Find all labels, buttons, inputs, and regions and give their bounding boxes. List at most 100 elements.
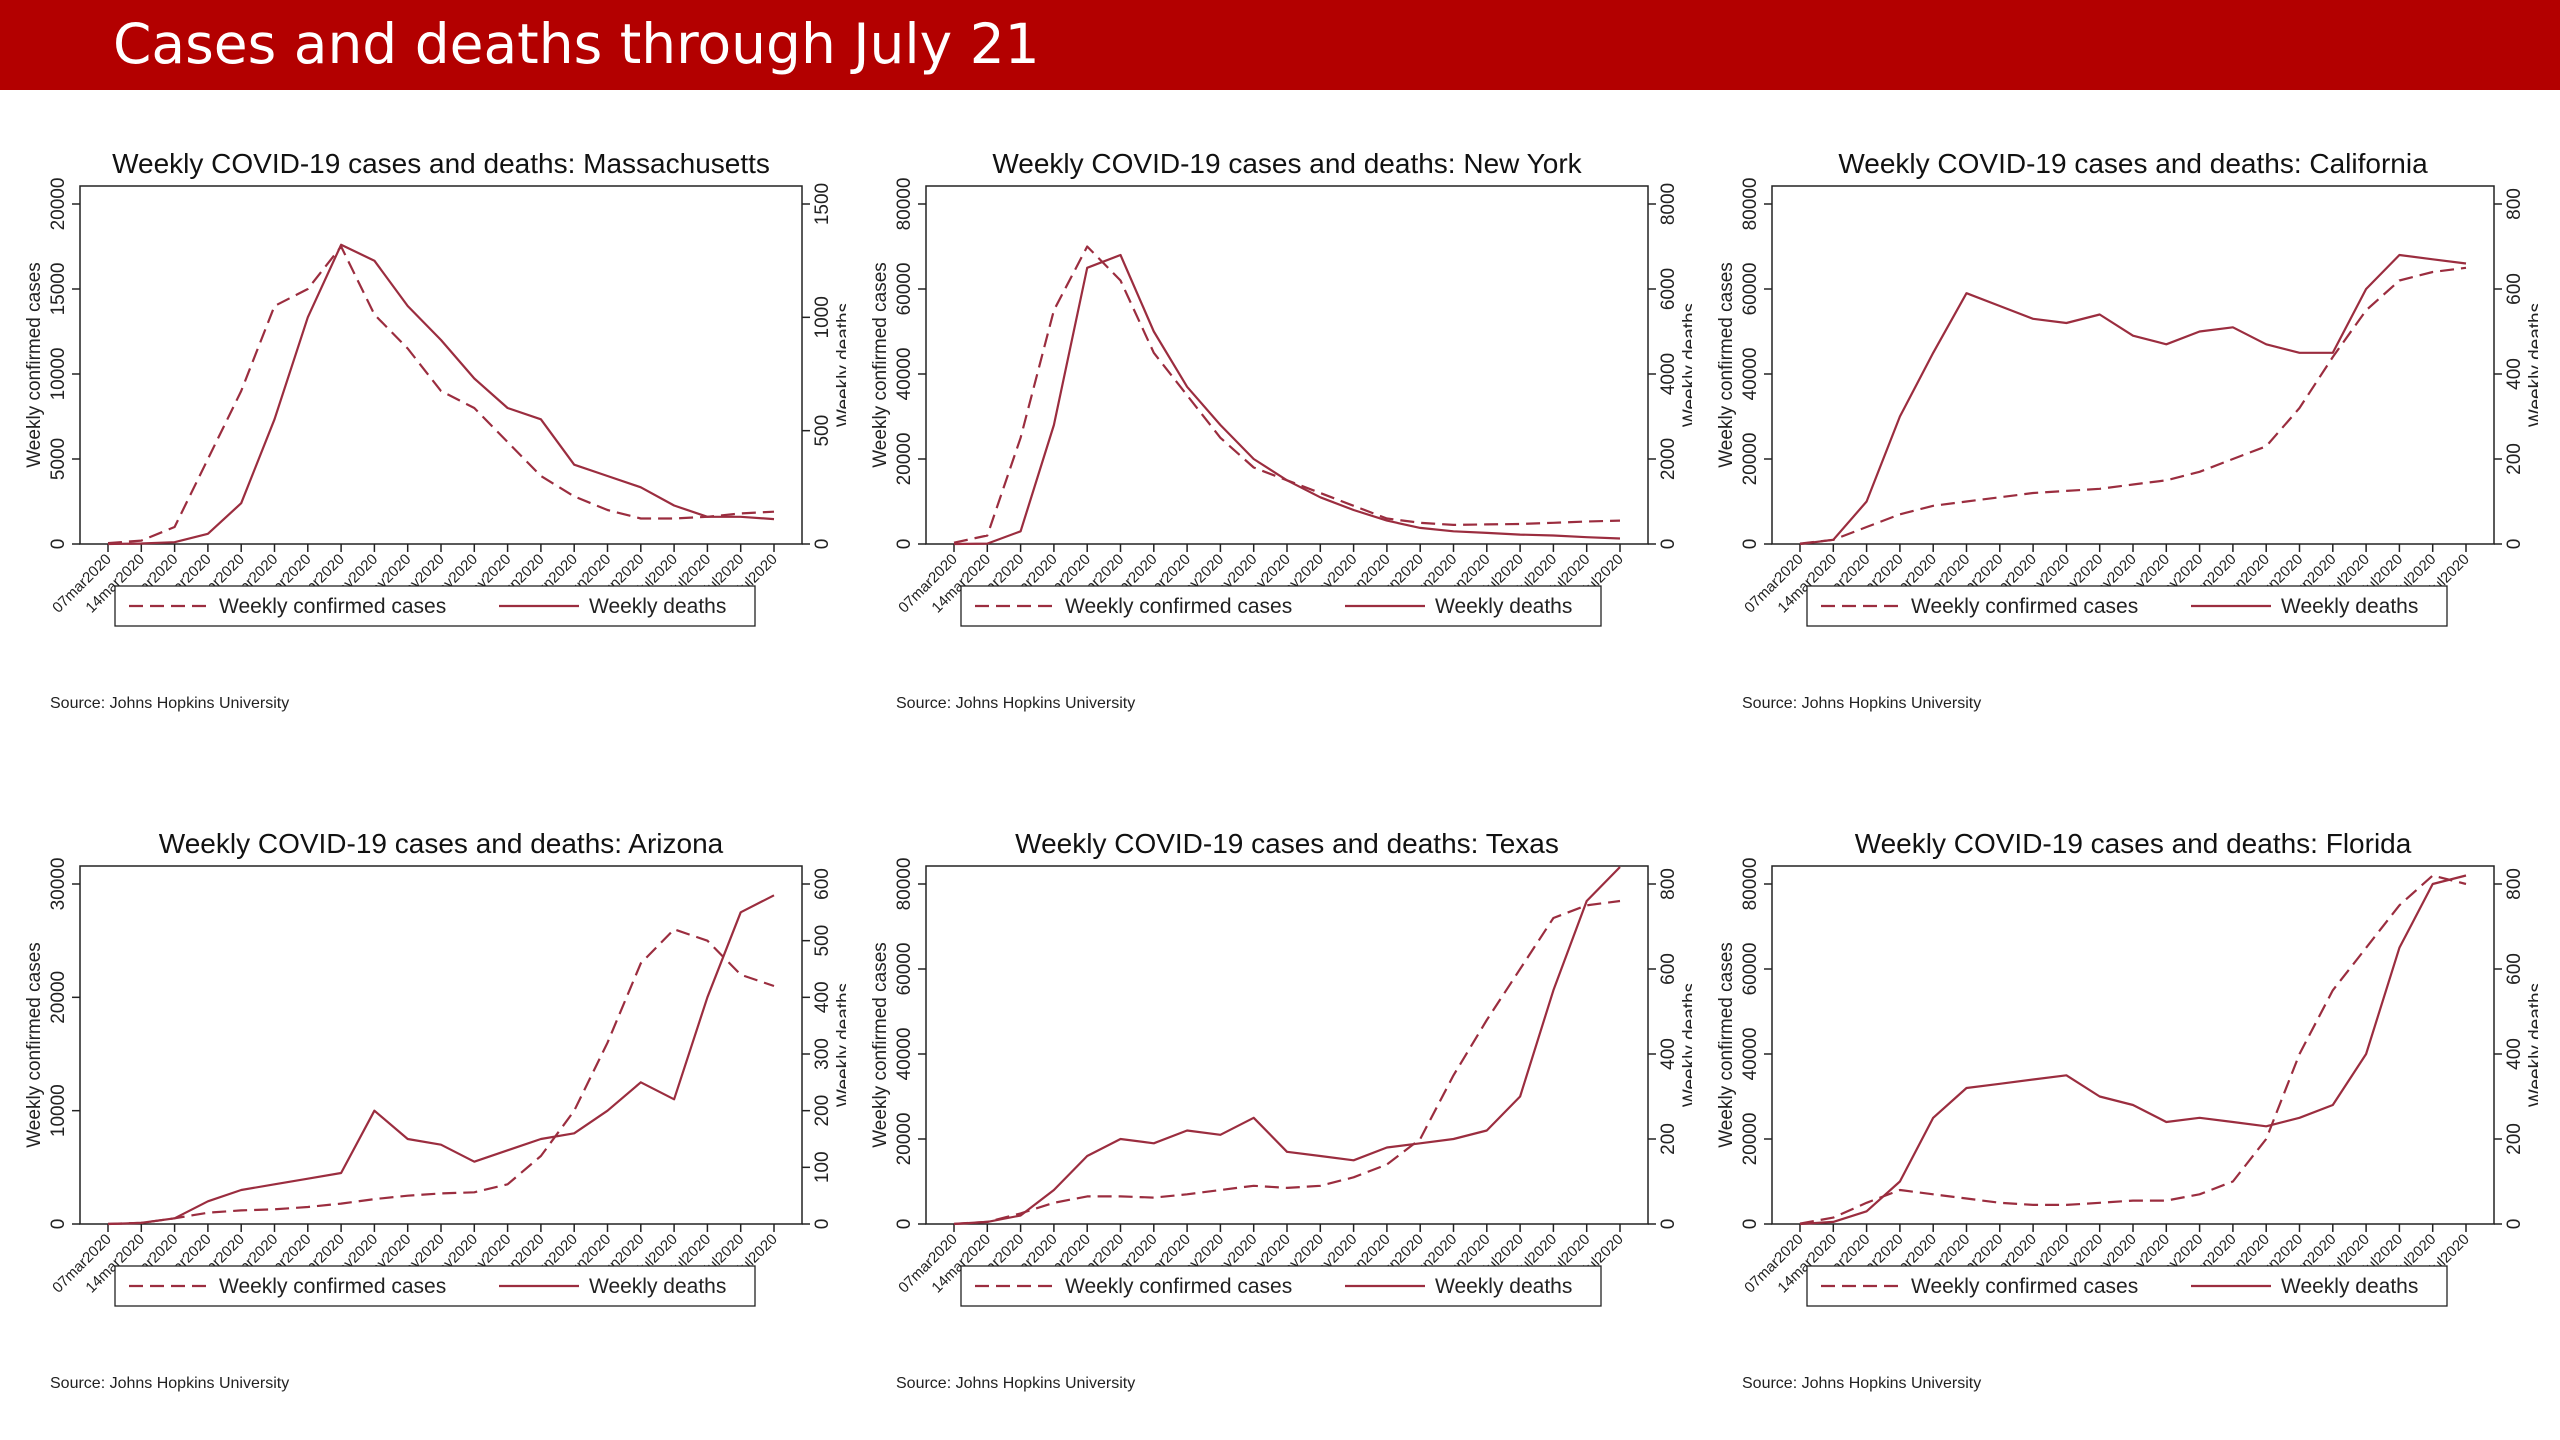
chart-panel-florida: Weekly COVID-19 cases and deaths: Florid… bbox=[1712, 820, 2538, 1420]
legend-deaths-label: Weekly deaths bbox=[2281, 595, 2418, 618]
y-tick-label: 20000 bbox=[48, 971, 69, 1024]
legend-box bbox=[114, 1265, 756, 1307]
chart-panel-texas: Weekly COVID-19 cases and deaths: Texas 0… bbox=[866, 820, 1692, 1420]
chart-title: Weekly COVID-19 cases and deaths: Arizon… bbox=[159, 828, 724, 859]
legend-cases-label: Weekly confirmed cases bbox=[1911, 1275, 2138, 1298]
y-right-axis-label: Weekly deaths bbox=[834, 983, 846, 1107]
y-tick-label: 20000 bbox=[1740, 433, 1761, 486]
y-tick-label: 5000 bbox=[48, 438, 69, 480]
y-axis-label: Weekly confirmed cases bbox=[1716, 262, 1737, 468]
y-right-tick-label: 600 bbox=[2504, 273, 2525, 305]
chart-arizona: Weekly COVID-19 cases and deaths: Arizon… bbox=[24, 828, 846, 1307]
series-cases-line bbox=[953, 899, 1621, 1225]
y-tick-label: 0 bbox=[1740, 1219, 1761, 1230]
source-note: Source: Johns Hopkins University bbox=[50, 695, 290, 712]
source-note: Source: Johns Hopkins University bbox=[1742, 1375, 1982, 1392]
y-right-axis-label: Weekly deaths bbox=[2526, 303, 2538, 427]
y-tick-label: 30000 bbox=[48, 858, 69, 911]
y-right-tick-label: 200 bbox=[812, 1095, 833, 1127]
series-cases-line bbox=[1799, 266, 2467, 545]
source-note: Source: Johns Hopkins University bbox=[50, 1375, 290, 1392]
y-axis-label: Weekly confirmed cases bbox=[1716, 942, 1737, 1148]
y-right-tick-label: 2000 bbox=[1658, 438, 1679, 480]
y-tick-label: 80000 bbox=[894, 858, 915, 911]
chart-title: Weekly COVID-19 cases and deaths: New Yo… bbox=[992, 148, 1582, 179]
y-right-tick-label: 100 bbox=[812, 1151, 833, 1183]
y-tick-label: 20000 bbox=[894, 433, 915, 486]
y-right-axis-label: Weekly deaths bbox=[834, 303, 846, 427]
series-deaths-line bbox=[107, 243, 775, 546]
y-tick-label: 40000 bbox=[1740, 1028, 1761, 1081]
y-right-tick-label: 6000 bbox=[1658, 268, 1679, 310]
legend-cases-label: Weekly confirmed cases bbox=[219, 1275, 446, 1298]
series-deaths-line bbox=[1799, 253, 2467, 546]
y-right-tick-label: 0 bbox=[1658, 1219, 1679, 1230]
y-right-tick-label: 800 bbox=[2504, 188, 2525, 220]
y-tick-label: 20000 bbox=[1740, 1113, 1761, 1166]
y-right-tick-label: 0 bbox=[812, 1219, 833, 1230]
y-right-tick-label: 400 bbox=[812, 981, 833, 1013]
plot-frame bbox=[1771, 185, 2495, 545]
series-deaths-line bbox=[107, 894, 775, 1226]
y-tick-label: 10000 bbox=[48, 1084, 69, 1137]
y-right-tick-label: 4000 bbox=[1658, 353, 1679, 395]
chart-california: Weekly COVID-19 cases and deaths: Califo… bbox=[1716, 148, 2538, 627]
y-right-tick-label: 400 bbox=[2504, 1038, 2525, 1070]
y-right-axis-label: Weekly deaths bbox=[2526, 983, 2538, 1107]
plot-frame bbox=[79, 185, 803, 545]
y-right-tick-label: 500 bbox=[812, 415, 833, 447]
chart-panel-massachusetts: Weekly COVID-19 cases and deaths: Massac… bbox=[20, 140, 846, 740]
y-right-tick-label: 0 bbox=[1658, 539, 1679, 550]
y-axis-label: Weekly confirmed cases bbox=[870, 942, 891, 1148]
y-right-axis-label: Weekly deaths bbox=[1680, 983, 1692, 1107]
y-right-tick-label: 1500 bbox=[812, 183, 833, 225]
y-right-tick-label: 200 bbox=[2504, 1123, 2525, 1155]
y-axis-label: Weekly confirmed cases bbox=[24, 942, 45, 1148]
y-right-axis-label: Weekly deaths bbox=[1680, 303, 1692, 427]
y-right-tick-label: 600 bbox=[812, 868, 833, 900]
chart-title: Weekly COVID-19 cases and deaths: Massac… bbox=[112, 148, 770, 179]
y-tick-label: 60000 bbox=[1740, 263, 1761, 316]
y-tick-label: 80000 bbox=[1740, 178, 1761, 231]
legend-cases-label: Weekly confirmed cases bbox=[1065, 1275, 1292, 1298]
y-tick-label: 0 bbox=[48, 539, 69, 550]
y-right-tick-label: 800 bbox=[2504, 868, 2525, 900]
chart-massachusetts: Weekly COVID-19 cases and deaths: Massac… bbox=[24, 148, 846, 627]
page-title: Cases and deaths through July 21 bbox=[113, 12, 1040, 76]
y-tick-label: 40000 bbox=[1740, 348, 1761, 401]
y-tick-label: 60000 bbox=[894, 263, 915, 316]
legend-deaths-label: Weekly deaths bbox=[1435, 595, 1572, 618]
legend-box bbox=[960, 585, 1602, 627]
source-note: Source: Johns Hopkins University bbox=[896, 695, 1136, 712]
y-right-tick-label: 200 bbox=[1658, 1123, 1679, 1155]
y-tick-label: 80000 bbox=[1740, 858, 1761, 911]
plot-frame bbox=[79, 865, 803, 1225]
chart-title: Weekly COVID-19 cases and deaths: Texas bbox=[1015, 828, 1559, 859]
series-cases-line bbox=[1799, 874, 2467, 1225]
chart-florida: Weekly COVID-19 cases and deaths: Florid… bbox=[1716, 828, 2538, 1307]
source-note: Source: Johns Hopkins University bbox=[896, 1375, 1136, 1392]
source-note: Source: Johns Hopkins University bbox=[1742, 695, 1982, 712]
chart-title: Weekly COVID-19 cases and deaths: Califo… bbox=[1838, 148, 2428, 179]
header-banner: Cases and deaths through July 21 bbox=[0, 0, 2560, 90]
y-right-tick-label: 800 bbox=[1658, 868, 1679, 900]
legend-cases-label: Weekly confirmed cases bbox=[1911, 595, 2138, 618]
y-tick-label: 0 bbox=[48, 1219, 69, 1230]
y-right-tick-label: 0 bbox=[812, 539, 833, 550]
chart-title: Weekly COVID-19 cases and deaths: Florid… bbox=[1855, 828, 2412, 859]
plot-frame bbox=[1771, 865, 2495, 1225]
y-tick-label: 0 bbox=[894, 539, 915, 550]
y-right-tick-label: 0 bbox=[2504, 539, 2525, 550]
y-right-tick-label: 1000 bbox=[812, 296, 833, 338]
y-right-tick-label: 500 bbox=[812, 925, 833, 957]
y-right-tick-label: 300 bbox=[812, 1038, 833, 1070]
legend-deaths-label: Weekly deaths bbox=[2281, 1275, 2418, 1298]
legend-box bbox=[114, 585, 756, 627]
chart-new-york: Weekly COVID-19 cases and deaths: New Yo… bbox=[870, 148, 1692, 627]
y-axis-label: Weekly confirmed cases bbox=[870, 262, 891, 468]
legend-deaths-label: Weekly deaths bbox=[589, 595, 726, 618]
y-right-tick-label: 400 bbox=[1658, 1038, 1679, 1070]
y-tick-label: 0 bbox=[1740, 539, 1761, 550]
legend-cases-label: Weekly confirmed cases bbox=[219, 595, 446, 618]
legend-deaths-label: Weekly deaths bbox=[589, 1275, 726, 1298]
